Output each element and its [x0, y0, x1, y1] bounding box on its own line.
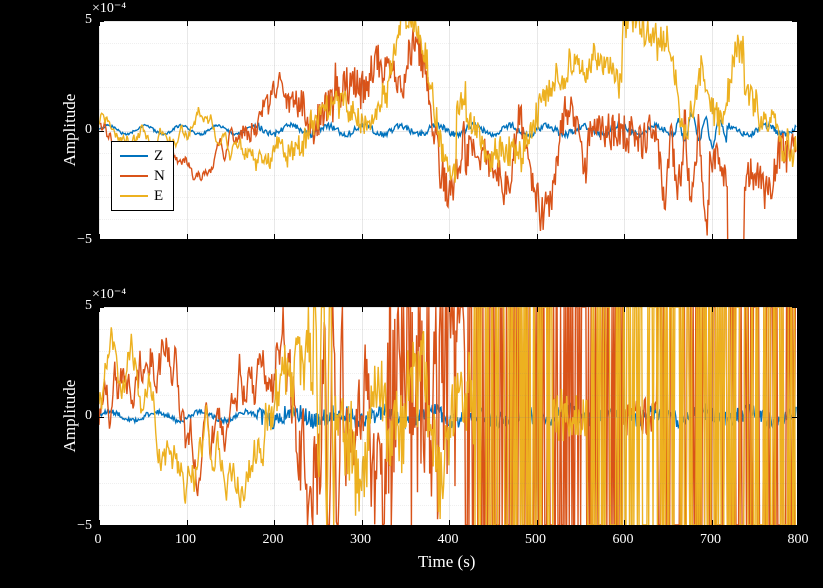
- xtick-label: 600: [613, 532, 634, 548]
- xtick-label: 500: [525, 532, 546, 548]
- legend: ZNE: [111, 141, 174, 211]
- legend-item-n: N: [120, 166, 165, 186]
- ytick-label: 5: [68, 298, 92, 314]
- ytick-label: −5: [68, 518, 92, 534]
- legend-swatch: [120, 155, 148, 157]
- ytick-label: 0: [68, 122, 92, 138]
- legend-swatch: [120, 195, 148, 197]
- legend-item-e: E: [120, 186, 165, 206]
- legend-label: Z: [154, 148, 163, 165]
- series-svg-bottom: [99, 307, 797, 525]
- xlabel-bottom: Time (s): [418, 552, 475, 572]
- y-exponent-bottom: ×10⁻⁴: [92, 286, 152, 303]
- axes-top: ZNE: [98, 20, 798, 240]
- legend-label: N: [154, 168, 165, 185]
- legend-label: E: [154, 188, 163, 205]
- xtick-label: 200: [263, 532, 284, 548]
- figure: ZNE Amplitude ×10⁻⁴ Amplitude Time (s) ×…: [0, 0, 823, 588]
- xtick-label: 300: [350, 532, 371, 548]
- ytick-label: 0: [68, 408, 92, 424]
- legend-swatch: [120, 175, 148, 177]
- y-exponent-top: ×10⁻⁴: [92, 0, 152, 17]
- plot-area-top: [99, 21, 797, 239]
- series-e: [99, 21, 796, 183]
- xtick-label: 700: [700, 532, 721, 548]
- xtick-label: 100: [175, 532, 196, 548]
- plot-area-bottom: [99, 307, 797, 525]
- series-svg-top: [99, 21, 797, 239]
- axes-bottom: [98, 306, 798, 526]
- ytick-label: −5: [68, 232, 92, 248]
- xtick-label: 0: [95, 532, 102, 548]
- xtick-label: 800: [788, 532, 809, 548]
- ytick-label: 5: [68, 12, 92, 28]
- legend-item-z: Z: [120, 146, 165, 166]
- xtick-label: 400: [438, 532, 459, 548]
